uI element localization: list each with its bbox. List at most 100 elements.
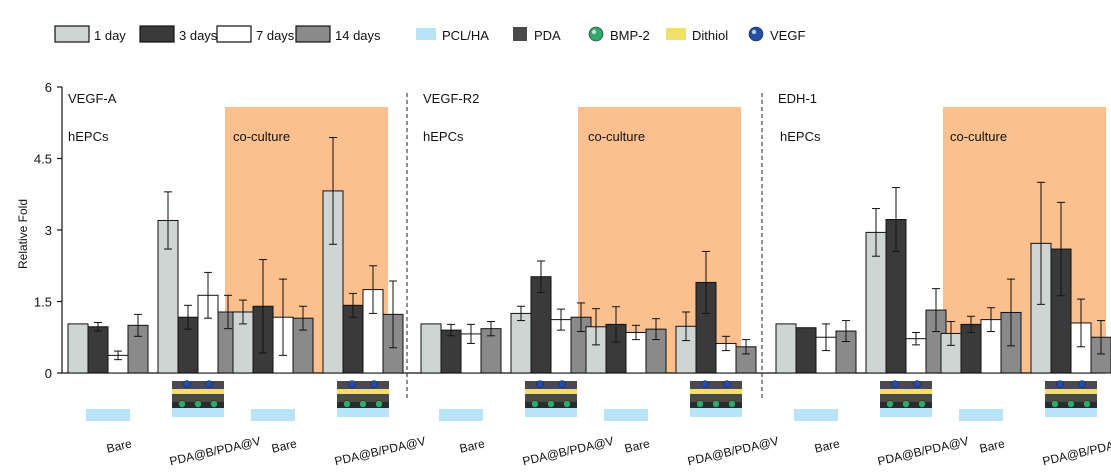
pda-layer-icon <box>337 394 389 402</box>
category-label-1-2: PDA@B/PDA@V <box>168 434 262 469</box>
category-label-3-1: Bare <box>813 436 841 455</box>
legend-material-1: PCL/HA <box>416 28 489 43</box>
pcl-ha-layer-icon <box>172 408 224 417</box>
bmp2-sphere-icon <box>375 400 383 408</box>
legend-swatch-2 <box>139 25 175 43</box>
legend-material-label-3: BMP-2 <box>610 28 650 43</box>
legend-material-3: BMP-2 <box>588 26 650 43</box>
bar-group-3-3: Bare <box>940 278 1022 456</box>
pcl-ha-layer-icon <box>959 409 1003 421</box>
dithiol-layer-icon <box>172 389 224 394</box>
bar-group-1-1: Bare <box>67 313 149 456</box>
legend-material-4: Dithiol <box>666 28 728 43</box>
bar-2-1-2 <box>440 329 462 374</box>
sphere-highlight-icon <box>591 29 597 35</box>
scaffold-illustration-3-1 <box>794 409 838 421</box>
legend-label-4: 14 days <box>335 28 381 43</box>
pda-layer-icon <box>172 381 224 389</box>
region-label-2-2: co-culture <box>588 129 645 144</box>
bmp2-sphere-icon <box>1083 400 1091 408</box>
legend-label-2: 3 days <box>179 28 218 43</box>
panel-1: VEGF-A hEPCs co-culture Bare PDA@B/PDA@V Bare… <box>67 91 427 469</box>
category-label-2-4: PDA@B/PDA@V <box>686 434 780 469</box>
vegf-sphere-icon <box>205 380 213 388</box>
bmp2-sphere-icon <box>547 400 555 408</box>
dithiol-layer-icon <box>337 389 389 394</box>
bar-group-2-3: Bare <box>585 306 667 456</box>
y-tick-label-2: 3 <box>45 223 52 238</box>
scaffold-illustration-2-3 <box>604 409 648 421</box>
vegf-sphere-icon <box>348 380 356 388</box>
bmp2-sphere-icon <box>1067 400 1075 408</box>
vegf-sphere-icon <box>370 380 378 388</box>
panel-title-1: VEGF-A <box>68 91 117 106</box>
scaffold-illustration-2-4 <box>690 380 742 417</box>
legend-material-label-4: Dithiol <box>692 28 728 43</box>
legend-material-label-5: VEGF <box>770 28 805 43</box>
vegf-sphere-icon <box>748 26 764 42</box>
region-label-1-2: co-culture <box>233 129 290 144</box>
pcl-ha-layer-icon <box>1045 408 1097 417</box>
vegf-sphere-icon <box>891 380 899 388</box>
bmp2-sphere-icon <box>902 400 910 408</box>
category-label-3-2: PDA@B/PDA@V <box>876 434 970 469</box>
bmp2-sphere-icon <box>696 400 704 408</box>
pcl-ha-layer-icon <box>86 409 130 421</box>
dithiol-layer-icon <box>1045 389 1097 394</box>
bmp2-sphere-icon <box>178 400 186 408</box>
pcl-ha-layer-icon <box>794 409 838 421</box>
vegf-sphere-icon <box>723 380 731 388</box>
pda-layer-icon <box>1045 381 1097 389</box>
scaffold-illustration-1-2 <box>172 380 224 417</box>
category-label-3-4: PDA@B/PDA@V <box>1041 434 1111 469</box>
y-tick-label-1: 1.5 <box>34 295 52 310</box>
pda-layer-icon <box>1045 394 1097 402</box>
scaffold-illustration-3-2 <box>880 380 932 417</box>
vegf-sphere-icon <box>558 380 566 388</box>
legend-material-label-1: PCL/HA <box>442 28 489 43</box>
pda-layer-icon <box>690 381 742 389</box>
bmp2-sphere-icon <box>343 400 351 408</box>
scaffold-illustration-2-1 <box>439 409 483 421</box>
y-tick-label-3: 4.5 <box>34 152 52 167</box>
vegf-sphere-icon <box>913 380 921 388</box>
legend-label-1: 1 day <box>94 28 126 43</box>
scaffold-illustration-3-4 <box>1045 380 1097 417</box>
bar-2-2-1 <box>510 312 532 374</box>
bmp2-sphere-icon <box>918 400 926 408</box>
region-label-3-2: co-culture <box>950 129 1007 144</box>
pcl-ha-layer-icon <box>337 408 389 417</box>
bmp2-sphere-icon <box>1051 400 1059 408</box>
y-axis-label: Relative Fold <box>16 199 30 269</box>
pda-layer-icon <box>172 394 224 402</box>
vegf-sphere-icon <box>701 380 709 388</box>
category-label-2-2: PDA@B/PDA@V <box>521 434 615 469</box>
pda-layer-icon <box>880 394 932 402</box>
scaffold-illustration-1-1 <box>86 409 130 421</box>
legend-material-label-2: PDA <box>534 28 561 43</box>
category-label-2-1: Bare <box>458 436 486 455</box>
vegf-sphere-icon <box>1078 380 1086 388</box>
pda-layer-icon <box>525 394 577 402</box>
legend-material-2: PDA <box>513 27 561 43</box>
bar-group-1-3: Bare <box>232 259 314 456</box>
y-axis: 0 1.5 3 4.5 6 Relative Fold <box>16 80 63 381</box>
region-label-3-1: hEPCs <box>780 129 821 144</box>
bar-group-2-1: Bare <box>420 321 502 456</box>
bmp2-sphere-icon <box>728 400 736 408</box>
region-label-2-1: hEPCs <box>423 129 464 144</box>
pda-layer-icon <box>525 381 577 389</box>
pcl-ha-rect-icon <box>416 28 436 40</box>
dithiol-layer-icon <box>690 389 742 394</box>
scaffold-illustration-1-4 <box>337 380 389 417</box>
scaffold-illustration-3-3 <box>959 409 1003 421</box>
bar-1-1-2 <box>87 326 109 374</box>
region-label-1-1: hEPCs <box>68 129 109 144</box>
legend-swatch-1 <box>54 25 90 43</box>
legend-swatch-4 <box>295 25 331 43</box>
bar-3-1-2 <box>795 327 817 374</box>
y-tick-label-0: 0 <box>45 366 52 381</box>
bmp2-sphere-icon <box>588 26 604 42</box>
category-label-1-4: PDA@B/PDA@V <box>333 434 427 469</box>
